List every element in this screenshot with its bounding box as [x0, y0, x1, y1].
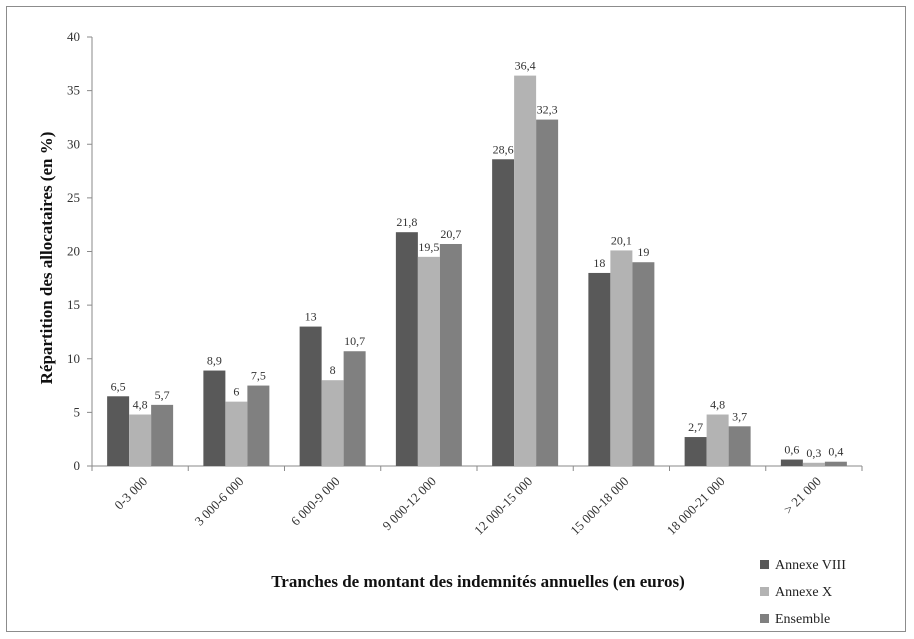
bar — [824, 461, 847, 466]
bars-group — [107, 75, 847, 467]
bar — [439, 243, 462, 466]
y-tick-label: 30 — [67, 136, 80, 151]
data-label: 8 — [330, 363, 336, 377]
data-label: 0,4 — [828, 445, 843, 459]
y-tick-label: 10 — [67, 351, 80, 366]
x-tick-label: 18 000-21 000 — [664, 474, 728, 538]
bar — [151, 404, 174, 466]
y-ticks-group: 0 5 10 15 20 25 30 35 40 — [67, 29, 92, 473]
data-label: 0,6 — [784, 443, 799, 457]
bar — [395, 232, 418, 466]
data-label: 2,7 — [688, 420, 703, 434]
y-axis-title: Répartition des allocataires (en %) — [37, 132, 56, 385]
data-labels-group: 6,5 8,9 13 21,8 28,6 18 2,7 0,6 4,8 6 8 19,5 36,4 20,… — [111, 59, 844, 460]
y-tick-label: 25 — [67, 190, 80, 205]
y-tick-label: 0 — [74, 458, 81, 473]
data-label: 19 — [637, 245, 649, 259]
data-label: 4,8 — [133, 398, 148, 412]
bar — [684, 437, 707, 466]
y-tick-label: 35 — [67, 83, 80, 98]
x-tick-label: 6 000-9 000 — [288, 474, 343, 529]
data-label: 6,5 — [111, 379, 126, 393]
bar — [107, 396, 130, 466]
data-label: 5,7 — [155, 388, 170, 402]
legend-label: Annexe X — [775, 585, 832, 600]
bar — [536, 119, 559, 467]
data-label: 13 — [305, 310, 317, 324]
y-tick-label: 20 — [67, 244, 80, 259]
y-tick-label: 5 — [74, 404, 81, 419]
data-label: 20,1 — [611, 233, 632, 247]
legend-swatch — [760, 587, 769, 596]
x-tick-label: 9 000-12 000 — [379, 474, 439, 534]
data-label: 21,8 — [396, 215, 417, 229]
legend: Annexe VIII Annexe X Ensemble — [760, 558, 846, 627]
legend-label: Ensemble — [775, 612, 830, 627]
x-tick-label: 3 000-6 000 — [191, 474, 246, 529]
data-label: 28,6 — [493, 142, 514, 156]
x-ticks-group: 0-3 000 3 000-6 000 6 000-9 000 9 000-12 00… — [91, 466, 863, 538]
x-tick-label: 0-3 000 — [111, 474, 150, 513]
bar — [610, 250, 633, 466]
data-label: 4,8 — [710, 398, 725, 412]
data-label: 6 — [233, 385, 239, 399]
data-label: 36,4 — [515, 59, 536, 73]
data-label: 10,7 — [344, 334, 365, 348]
bar — [632, 262, 655, 466]
data-label: 7,5 — [251, 369, 266, 383]
data-label: 0,3 — [806, 446, 821, 460]
data-label: 19,5 — [418, 240, 439, 254]
legend-label: Annexe VIII — [775, 558, 846, 573]
data-label: 32,3 — [537, 103, 558, 117]
bar — [203, 370, 226, 466]
bar — [728, 426, 751, 466]
x-tick-label: 15 000-18 000 — [567, 474, 631, 538]
bar — [802, 462, 825, 466]
data-label: 3,7 — [732, 409, 747, 423]
x-axis-title: Tranches de montant des indemnités annue… — [271, 572, 685, 591]
bar — [247, 385, 270, 466]
bar — [299, 326, 322, 466]
bar — [417, 256, 440, 466]
bar — [780, 459, 803, 466]
bar — [343, 351, 366, 466]
bar — [514, 75, 537, 467]
bar — [321, 380, 344, 466]
bar — [706, 414, 729, 466]
data-label: 18 — [593, 256, 605, 270]
bar — [225, 401, 248, 466]
y-tick-label: 40 — [67, 29, 80, 44]
legend-swatch — [760, 560, 769, 569]
legend-swatch — [760, 614, 769, 623]
bar — [129, 414, 152, 466]
bar — [588, 272, 611, 466]
bar — [492, 159, 515, 466]
x-tick-label: 12 000-15 000 — [471, 474, 535, 538]
data-label: 20,7 — [440, 227, 461, 241]
y-tick-label: 15 — [67, 297, 80, 312]
x-tick-label: > 21 000 — [781, 474, 824, 517]
data-label: 8,9 — [207, 354, 222, 368]
